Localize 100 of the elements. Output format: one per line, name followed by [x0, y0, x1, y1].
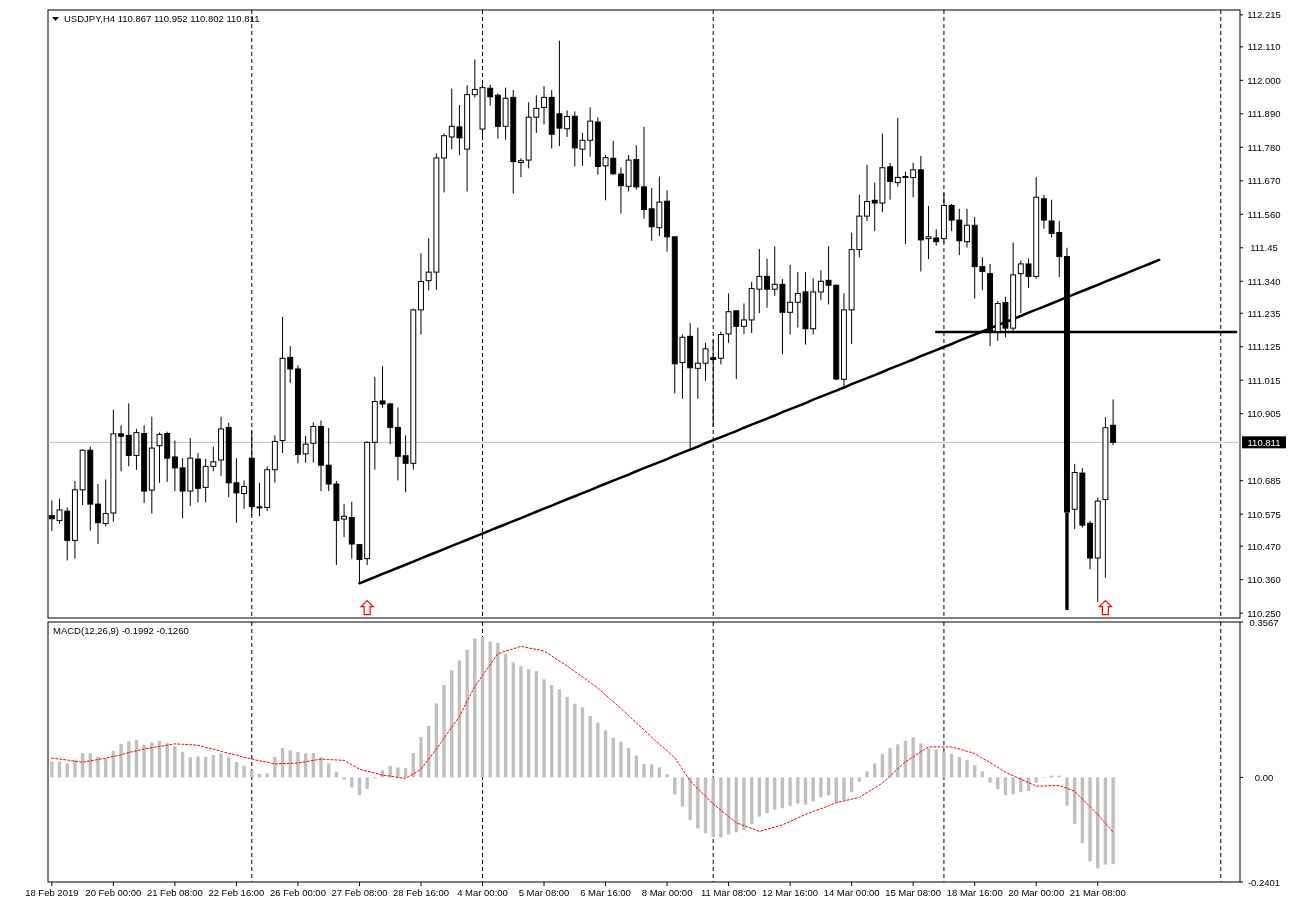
y-tick-label: 112.110: [1247, 41, 1281, 53]
bar: [719, 777, 723, 838]
y-tick-label: 111.45: [1250, 242, 1278, 254]
bar: [1019, 777, 1023, 793]
y-tick-label: 110.470: [1247, 540, 1281, 552]
bar: [1111, 777, 1115, 865]
y-tick-label: 110.250: [1247, 607, 1281, 619]
bar: [519, 666, 523, 778]
bar: [642, 763, 646, 778]
bar: [765, 777, 769, 814]
bar: [888, 748, 892, 778]
y-tick-label: 112.000: [1247, 74, 1281, 86]
y-tick-label: 110.905: [1247, 408, 1281, 420]
candlestick: [517, 157, 524, 178]
bar: [342, 777, 346, 780]
ref-line-label: 110.811: [1247, 437, 1281, 449]
y-tick-label: 111.560: [1247, 208, 1281, 220]
bar: [857, 777, 862, 782]
candlestick: [310, 421, 317, 464]
x-tick-label: 22 Feb 16:00: [208, 887, 265, 898]
bar: [619, 741, 623, 778]
candlestick: [95, 483, 101, 545]
bar: [150, 742, 154, 778]
y-tick-label: 110.685: [1247, 475, 1281, 487]
x-tick-label: 21 Mar 08:00: [1069, 887, 1126, 898]
y-tick-label: 111.890: [1247, 108, 1281, 120]
x-tick-label: 6 Mar 16:00: [580, 887, 631, 898]
y-tick-label: 111.340: [1247, 275, 1281, 287]
bar: [942, 752, 946, 778]
x-tick-label: 8 Mar 00:00: [641, 887, 693, 898]
bar: [842, 777, 846, 801]
candlestick: [617, 166, 624, 214]
bar: [542, 679, 546, 778]
bar: [1003, 777, 1008, 796]
y-tick-label: 111.670: [1247, 175, 1281, 187]
candlestick: [341, 503, 348, 538]
x-tick-label: 21 Feb 08:00: [146, 887, 203, 898]
bar: [865, 771, 869, 778]
chart-title: USDJPY,H4 110.867 110.952 110.802 110.811: [64, 13, 260, 24]
candlestick: [118, 424, 125, 472]
bar: [796, 777, 800, 804]
bar: [696, 777, 700, 829]
bar: [849, 777, 854, 793]
x-tick-label: 18 Mar 16:00: [946, 887, 1003, 898]
bar: [819, 777, 823, 798]
bar: [219, 753, 223, 778]
x-tick-label: 18 Feb 2019: [25, 887, 79, 898]
candlestick: [864, 164, 870, 222]
chart-title: MACD(12,26,9) -0.1992 -0.1260: [53, 625, 189, 636]
bar: [265, 773, 269, 778]
y-tick-label: 110.360: [1247, 574, 1281, 586]
candlestick: [302, 435, 309, 464]
bar: [473, 638, 477, 778]
x-tick-label: 12 Mar 16:00: [762, 887, 819, 898]
bar: [50, 761, 54, 778]
bar: [119, 743, 123, 778]
x-tick-label: 11 Mar 08:00: [700, 887, 757, 898]
bar: [242, 765, 246, 778]
bar: [496, 642, 500, 778]
bar: [665, 774, 669, 778]
bar: [396, 767, 400, 778]
x-tick-label: 14 Mar 00:00: [823, 887, 880, 898]
x-tick-label: 26 Feb 00:00: [269, 887, 326, 898]
bar: [688, 777, 692, 821]
y-tick-label: 0.00: [1254, 771, 1274, 783]
y-tick-label: 111.780: [1247, 141, 1281, 153]
bar: [196, 756, 200, 778]
bar: [911, 737, 915, 778]
bar: [965, 759, 969, 778]
bar: [319, 757, 323, 778]
bar: [588, 715, 592, 778]
bar: [826, 777, 831, 796]
bar: [1011, 777, 1015, 795]
y-tick-label: 111.235: [1247, 307, 1281, 319]
x-tick-label: 15 Mar 08:00: [885, 887, 942, 898]
x-tick-label: 4 Mar 00:00: [457, 887, 508, 898]
x-tick-label: 27 Feb 08:00: [331, 887, 388, 898]
candlestick: [964, 208, 970, 248]
x-tick-label: 20 Mar 00:00: [1008, 887, 1065, 898]
bar: [442, 685, 446, 778]
x-tick-label: 20 Feb 00:00: [85, 887, 142, 898]
bar: [919, 743, 923, 778]
line-series: [51, 645, 1114, 833]
bar: [273, 756, 277, 778]
y-tick-label: 112.215: [1247, 9, 1281, 21]
candlestick: [541, 85, 547, 125]
bar: [1065, 777, 1069, 806]
bar: [419, 736, 423, 778]
bar: [142, 744, 146, 778]
bar: [296, 752, 300, 778]
bar: [996, 777, 1000, 790]
y-tick-label: -0.2401: [1247, 876, 1281, 888]
bar: [73, 759, 77, 778]
y-tick-label: 0.3567: [1249, 616, 1279, 628]
y-tick-label: 111.015: [1247, 374, 1281, 386]
bar: [773, 777, 777, 810]
candlestick: [764, 258, 771, 309]
bar: [1034, 777, 1038, 783]
bar: [1088, 777, 1092, 862]
y-tick-label: 110.575: [1247, 508, 1281, 520]
